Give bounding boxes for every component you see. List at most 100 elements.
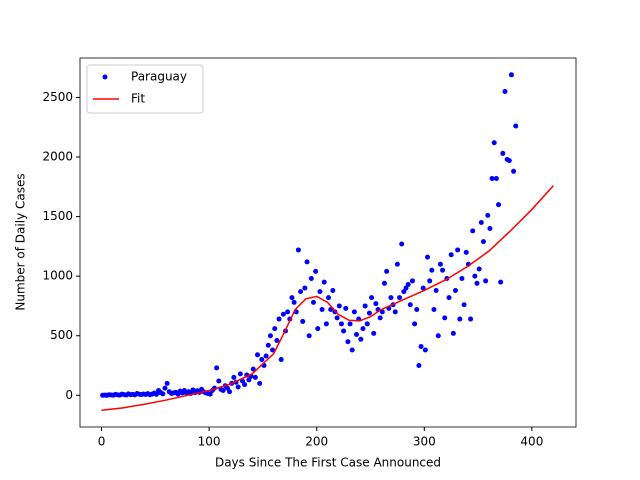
data-point (345, 339, 351, 345)
data-point (308, 276, 314, 282)
x-tick-label: 0 (98, 435, 106, 449)
data-point (435, 333, 441, 339)
data-point (480, 239, 486, 245)
data-point (338, 321, 344, 327)
data-point (496, 202, 502, 208)
data-point (422, 347, 428, 353)
data-point (160, 391, 166, 397)
data-point (285, 309, 291, 315)
data-point (216, 378, 222, 384)
data-point (289, 295, 295, 301)
data-point (485, 212, 491, 218)
data-point (508, 72, 514, 78)
data-point (349, 347, 355, 353)
data-point (446, 295, 452, 301)
data-point (450, 330, 456, 336)
data-point (483, 278, 489, 284)
data-point (405, 281, 411, 287)
data-point (317, 289, 323, 295)
y-tick-label: 2500 (42, 90, 73, 104)
data-point (315, 326, 321, 332)
data-point (323, 321, 329, 327)
data-point (511, 168, 517, 174)
y-tick-label: 2000 (42, 150, 73, 164)
data-point (278, 357, 284, 363)
data-point (394, 261, 400, 267)
y-tick-label: 0 (65, 388, 73, 402)
axes-frame (79, 57, 577, 428)
data-point (298, 289, 304, 295)
data-point (457, 316, 463, 322)
data-point (336, 303, 342, 309)
data-point (487, 226, 493, 232)
data-point (164, 380, 170, 386)
data-point (362, 303, 368, 309)
legend-label: Paraguay (131, 70, 187, 84)
data-point (440, 267, 446, 273)
data-point (459, 276, 465, 282)
data-point (412, 321, 418, 327)
data-point (257, 380, 263, 386)
data-point (407, 302, 413, 308)
data-point (354, 332, 360, 338)
data-point (478, 220, 484, 226)
data-point (369, 295, 375, 301)
data-point (452, 287, 458, 293)
data-point (321, 279, 327, 285)
data-point (341, 328, 347, 334)
data-point (252, 374, 258, 380)
data-point (373, 301, 379, 307)
data-point (468, 316, 474, 322)
data-point (306, 333, 312, 339)
data-point (250, 366, 256, 372)
data-point (263, 353, 269, 359)
data-point (384, 268, 390, 274)
data-point (455, 247, 461, 253)
data-point (448, 252, 454, 258)
x-tick-label: 400 (520, 435, 543, 449)
data-point (313, 268, 319, 274)
data-point (416, 363, 422, 369)
data-point (472, 273, 478, 279)
data-point (377, 315, 383, 321)
data-point (420, 285, 426, 291)
data-point (270, 347, 276, 353)
data-point (437, 261, 443, 267)
data-point (381, 280, 387, 286)
x-tick-label: 100 (198, 435, 221, 449)
data-point (319, 307, 325, 313)
y-tick-label: 1500 (42, 209, 73, 223)
y-tick-label: 1000 (42, 269, 73, 283)
data-point (274, 337, 280, 343)
data-point (153, 391, 159, 397)
data-point (231, 374, 237, 380)
data-point (379, 309, 385, 315)
data-point (220, 388, 226, 394)
data-point (502, 88, 508, 94)
data-point (513, 123, 519, 129)
legend-marker (102, 74, 108, 80)
data-point (267, 333, 273, 339)
data-point (358, 336, 364, 342)
data-point (162, 385, 168, 391)
data-point (442, 315, 448, 321)
data-point (347, 321, 353, 327)
data-point (360, 326, 366, 332)
y-tick-label: 500 (50, 328, 73, 342)
data-point (235, 384, 241, 390)
plot-area (100, 72, 554, 411)
data-point (433, 287, 439, 293)
data-point (429, 267, 435, 273)
x-axis-label: Days Since The First Case Announced (215, 456, 441, 470)
data-point (302, 285, 308, 291)
data-point (397, 295, 403, 301)
data-point (326, 295, 332, 301)
data-point (463, 249, 469, 255)
data-point (227, 389, 233, 395)
fit-line (101, 185, 554, 411)
data-point (276, 316, 282, 322)
data-point (280, 311, 286, 317)
data-point (493, 175, 499, 181)
legend-box (86, 64, 204, 114)
data-point (418, 343, 424, 349)
